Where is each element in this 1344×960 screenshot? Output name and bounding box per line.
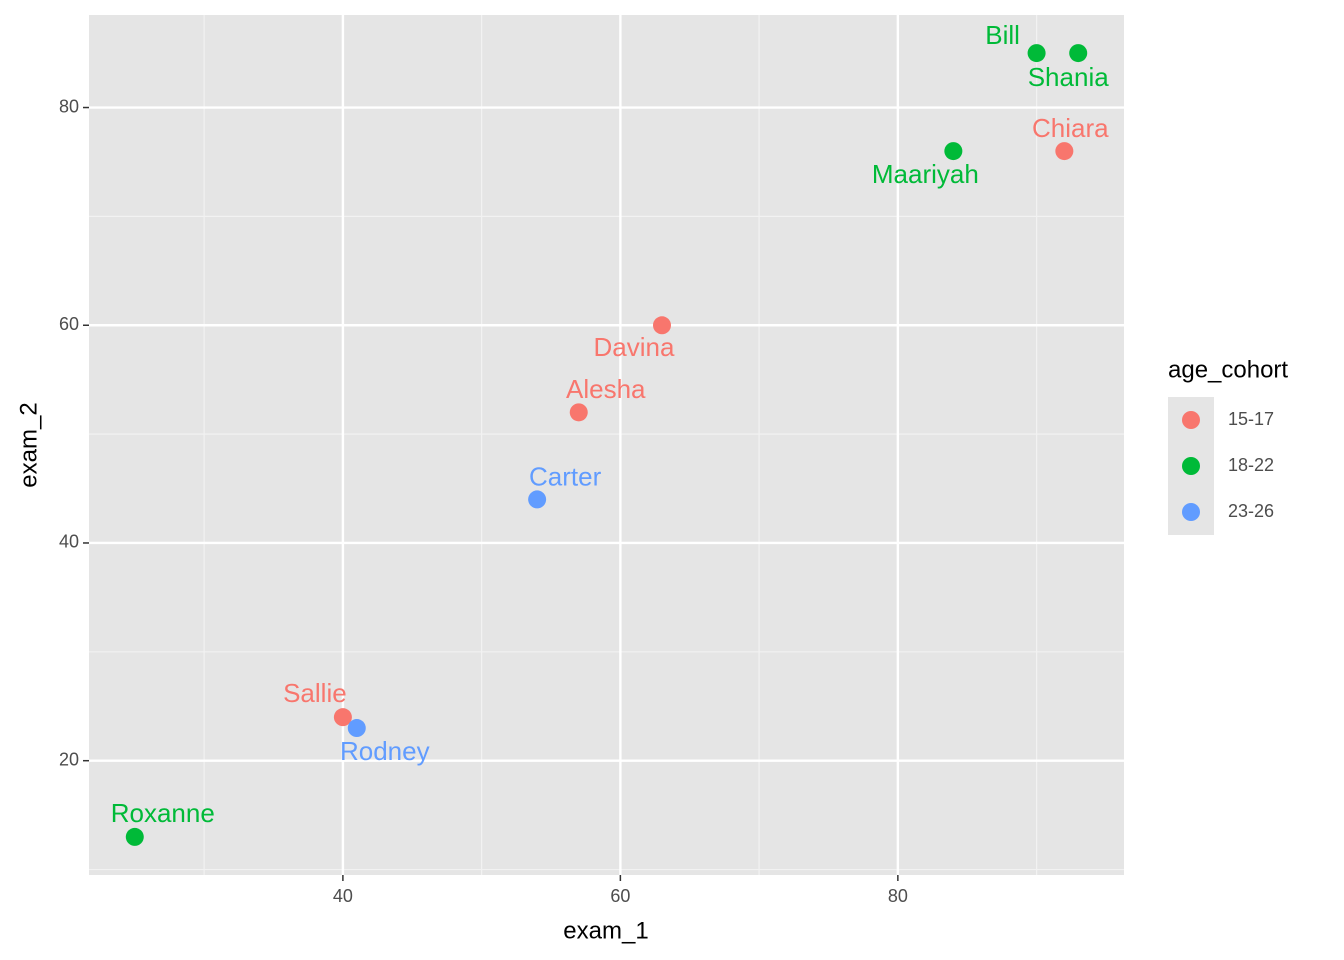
point-label: Davina <box>594 332 675 362</box>
x-tick-label: 60 <box>610 886 630 906</box>
point <box>1055 142 1074 161</box>
point-label: Carter <box>529 461 602 491</box>
point-label: Sallie <box>283 678 347 708</box>
y-tick-label: 80 <box>59 96 79 116</box>
point-label: Rodney <box>340 736 430 766</box>
point <box>347 719 366 738</box>
point <box>1027 44 1046 63</box>
panel <box>89 15 1124 875</box>
point <box>333 708 352 727</box>
legend-title: age_cohort <box>1168 356 1288 383</box>
legend-label: 15-17 <box>1228 409 1274 429</box>
y-tick-label: 20 <box>59 749 79 769</box>
point <box>528 490 547 509</box>
point <box>125 827 144 846</box>
point-label: Maariyah <box>872 159 979 189</box>
legend-label: 18-22 <box>1228 455 1274 475</box>
x-tick-label: 80 <box>888 886 908 906</box>
point-label: Shania <box>1028 62 1109 92</box>
legend-marker <box>1182 411 1200 429</box>
y-tick-label: 40 <box>59 532 79 552</box>
legend-label: 23-26 <box>1228 501 1274 521</box>
point <box>652 316 671 335</box>
point-label: Alesha <box>566 374 646 404</box>
point <box>944 142 963 161</box>
point <box>1069 44 1088 63</box>
point-label: Roxanne <box>111 798 215 828</box>
y-axis-title: exam_2 <box>15 402 42 487</box>
point-label: Chiara <box>1032 113 1109 143</box>
legend-marker <box>1182 457 1200 475</box>
point <box>569 403 588 422</box>
legend-marker <box>1182 503 1200 521</box>
x-tick-label: 40 <box>333 886 353 906</box>
y-tick-label: 60 <box>59 314 79 334</box>
x-axis-title: exam_1 <box>563 917 648 944</box>
point-label: Bill <box>985 20 1020 50</box>
